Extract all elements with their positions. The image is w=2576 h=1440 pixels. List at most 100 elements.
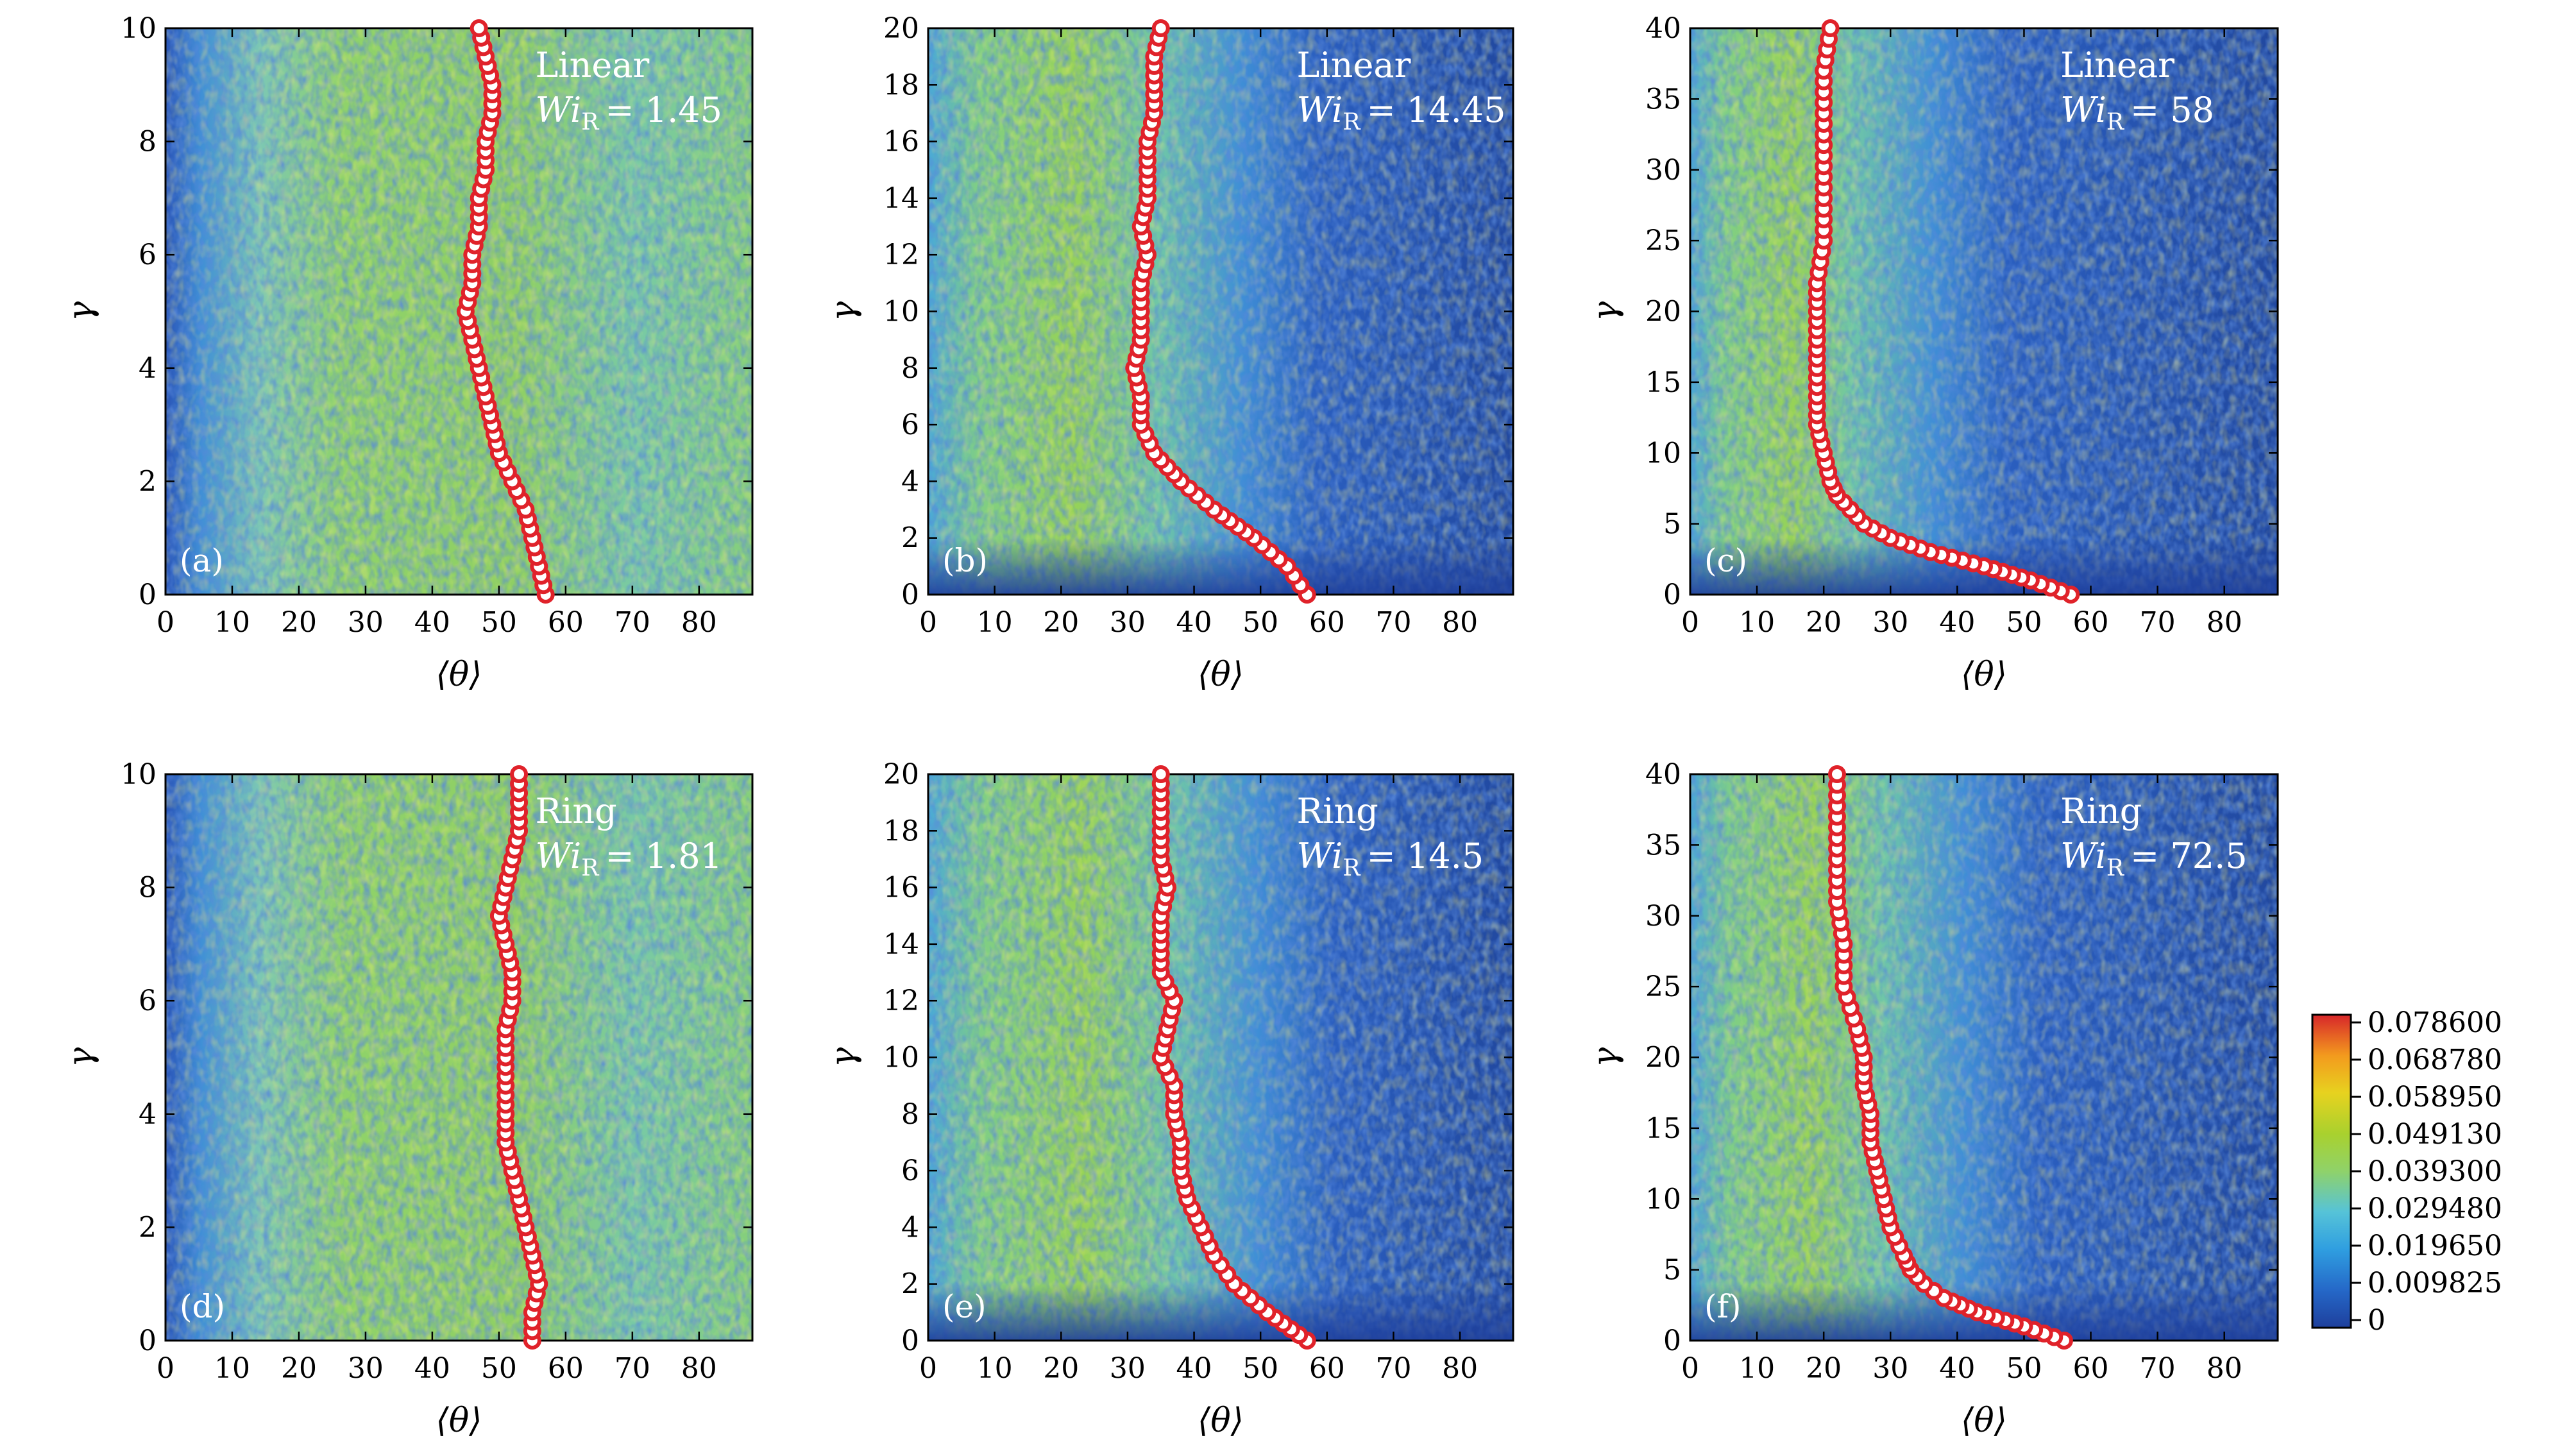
mean-theta-markers xyxy=(1125,19,1316,604)
mean-theta-markers xyxy=(489,765,548,1350)
x-tick-label: 40 xyxy=(414,606,450,639)
x-tick-label: 10 xyxy=(977,606,1013,639)
y-tick-label: 6 xyxy=(139,985,157,1017)
wi-subscript: R xyxy=(2106,855,2124,881)
x-tick-label: 40 xyxy=(1176,606,1212,639)
x-tick-label: 10 xyxy=(1739,606,1775,639)
panel-f: 0 10 20 30 40 50 60 70 80 0 5 10 15 20 25 30 35 40 ⟨θ⟩ γ Rin… xyxy=(1586,758,2279,1440)
y-tick-label: 25 xyxy=(1645,224,1681,257)
x-tick-label: 60 xyxy=(2073,606,2109,639)
y-tick-label: 0 xyxy=(901,579,919,611)
x-tick-label: 20 xyxy=(281,606,317,639)
wi-subscript: R xyxy=(581,855,599,881)
x-tick-label: 20 xyxy=(1806,1352,1842,1385)
x-axis-label: ⟨θ⟩ xyxy=(1961,656,2007,694)
y-tick-label: 14 xyxy=(883,182,919,215)
y-tick-label: 8 xyxy=(139,872,157,904)
x-tick-label: 10 xyxy=(214,606,250,639)
x-tick-label: 50 xyxy=(1242,1352,1278,1385)
x-tick-label: 0 xyxy=(157,1352,174,1385)
y-tick-label: 20 xyxy=(883,12,919,45)
y-tick-label: 12 xyxy=(883,985,919,1017)
panel-label: (b) xyxy=(942,542,988,579)
x-tick-label: 10 xyxy=(977,1352,1013,1385)
x-axis-label: ⟨θ⟩ xyxy=(436,656,482,694)
y-tick-label: 5 xyxy=(1663,1254,1681,1287)
mean-theta-markers xyxy=(1151,765,1316,1350)
y-tick-label: 16 xyxy=(883,126,919,158)
x-tick-label: 70 xyxy=(1375,606,1411,639)
y-tick-label: 14 xyxy=(883,928,919,961)
y-tick-label: 25 xyxy=(1645,970,1681,1003)
y-axis-label: γ xyxy=(824,1047,863,1067)
colorbar-tick-label: 0.058950 xyxy=(2368,1081,2502,1114)
wi-subscript: R xyxy=(1343,109,1360,135)
x-tick-label: 80 xyxy=(681,606,717,639)
x-tick-label: 70 xyxy=(2140,1352,2176,1385)
x-tick-label: 50 xyxy=(481,1352,517,1385)
mean-theta-point xyxy=(510,765,529,783)
x-tick-label: 40 xyxy=(1939,606,1975,639)
y-tick-label: 0 xyxy=(139,1325,157,1357)
y-tick-label: 5 xyxy=(1663,508,1681,541)
y-tick-label: 30 xyxy=(1645,154,1681,187)
panel-c: 0 10 20 30 40 50 60 70 80 0 5 10 15 20 25 30 35 40 ⟨θ⟩ γ Lin… xyxy=(1586,12,2279,694)
wi-subscript: R xyxy=(2106,109,2124,135)
model-label: Linear xyxy=(535,45,649,85)
plot-frame xyxy=(164,27,754,596)
wi-label: WiR = 1.45 xyxy=(535,90,722,135)
y-tick-label: 8 xyxy=(901,1098,919,1131)
panel-d: 0 10 20 30 40 50 60 70 80 0 2 4 6 8 10 ⟨θ⟩ γ Ring WiR = 1.8… xyxy=(62,758,754,1440)
colorbar-tick-label: 0 xyxy=(2368,1304,2385,1337)
y-tick-label: 0 xyxy=(139,579,157,611)
y-tick-label: 0 xyxy=(901,1325,919,1357)
model-label: Ring xyxy=(1297,791,1378,831)
colorbar: 0.078600 0.068780 0.058950 0.049130 0.039300… xyxy=(2311,1006,2502,1337)
x-tick-label: 50 xyxy=(2006,1352,2042,1385)
x-tick-label: 0 xyxy=(1681,606,1699,639)
x-tick-label: 30 xyxy=(1872,606,1908,639)
y-tick-label: 6 xyxy=(901,409,919,441)
x-tick-label: 10 xyxy=(214,1352,250,1385)
model-label: Ring xyxy=(535,791,616,831)
y-tick-label: 15 xyxy=(1645,1112,1681,1145)
y-tick-label: 35 xyxy=(1645,829,1681,861)
model-label: Linear xyxy=(1297,45,1411,85)
y-tick-label: 20 xyxy=(1645,1042,1681,1074)
x-axis-label: ⟨θ⟩ xyxy=(1198,656,1244,694)
y-tick-label: 10 xyxy=(1645,437,1681,470)
y-tick-label: 40 xyxy=(1645,758,1681,791)
y-tick-label: 8 xyxy=(139,126,157,158)
y-tick-label: 4 xyxy=(901,1211,919,1244)
y-tick-label: 10 xyxy=(121,12,157,45)
colorbar-gradient xyxy=(2311,1013,2352,1329)
model-label: Ring xyxy=(2060,791,2142,831)
x-tick-label: 20 xyxy=(1806,606,1842,639)
y-tick-label: 20 xyxy=(1645,296,1681,328)
x-tick-label: 60 xyxy=(548,606,584,639)
y-axis-label: γ xyxy=(824,301,863,321)
panel-b: 0 10 20 30 40 50 60 70 80 0 2 4 6 8 10 12 14 16 18 20 ⟨θ⟩ γ Li… xyxy=(824,12,1514,694)
y-tick-label: 4 xyxy=(139,352,157,385)
x-tick-label: 70 xyxy=(614,1352,650,1385)
x-tick-label: 70 xyxy=(1375,1352,1411,1385)
y-tick-label: 15 xyxy=(1645,366,1681,399)
x-tick-label: 80 xyxy=(1442,1352,1478,1385)
wi-value: = 1.81 xyxy=(605,836,722,876)
y-tick-label: 2 xyxy=(901,1268,919,1301)
mean-theta-point xyxy=(1151,765,1170,783)
y-tick-label: 16 xyxy=(883,872,919,904)
panel-e: 0 10 20 30 40 50 60 70 80 0 2 4 6 8 10 12 14 16 18 20 ⟨θ⟩ γ Ri… xyxy=(824,758,1514,1440)
x-axis-label: ⟨θ⟩ xyxy=(1961,1402,2007,1440)
heatmap-low-strain-band xyxy=(928,774,1513,1341)
mean-theta-markers xyxy=(456,19,555,604)
y-tick-label: 35 xyxy=(1645,83,1681,115)
y-tick-label: 6 xyxy=(901,1155,919,1187)
x-tick-label: 30 xyxy=(1110,1352,1146,1385)
x-tick-label: 60 xyxy=(1309,1352,1345,1385)
x-tick-label: 30 xyxy=(1110,606,1146,639)
model-label: Linear xyxy=(2060,45,2174,85)
wi-symbol: Wi xyxy=(535,836,581,876)
y-tick-label: 12 xyxy=(883,239,919,271)
x-axis-label: ⟨θ⟩ xyxy=(1198,1402,1244,1440)
